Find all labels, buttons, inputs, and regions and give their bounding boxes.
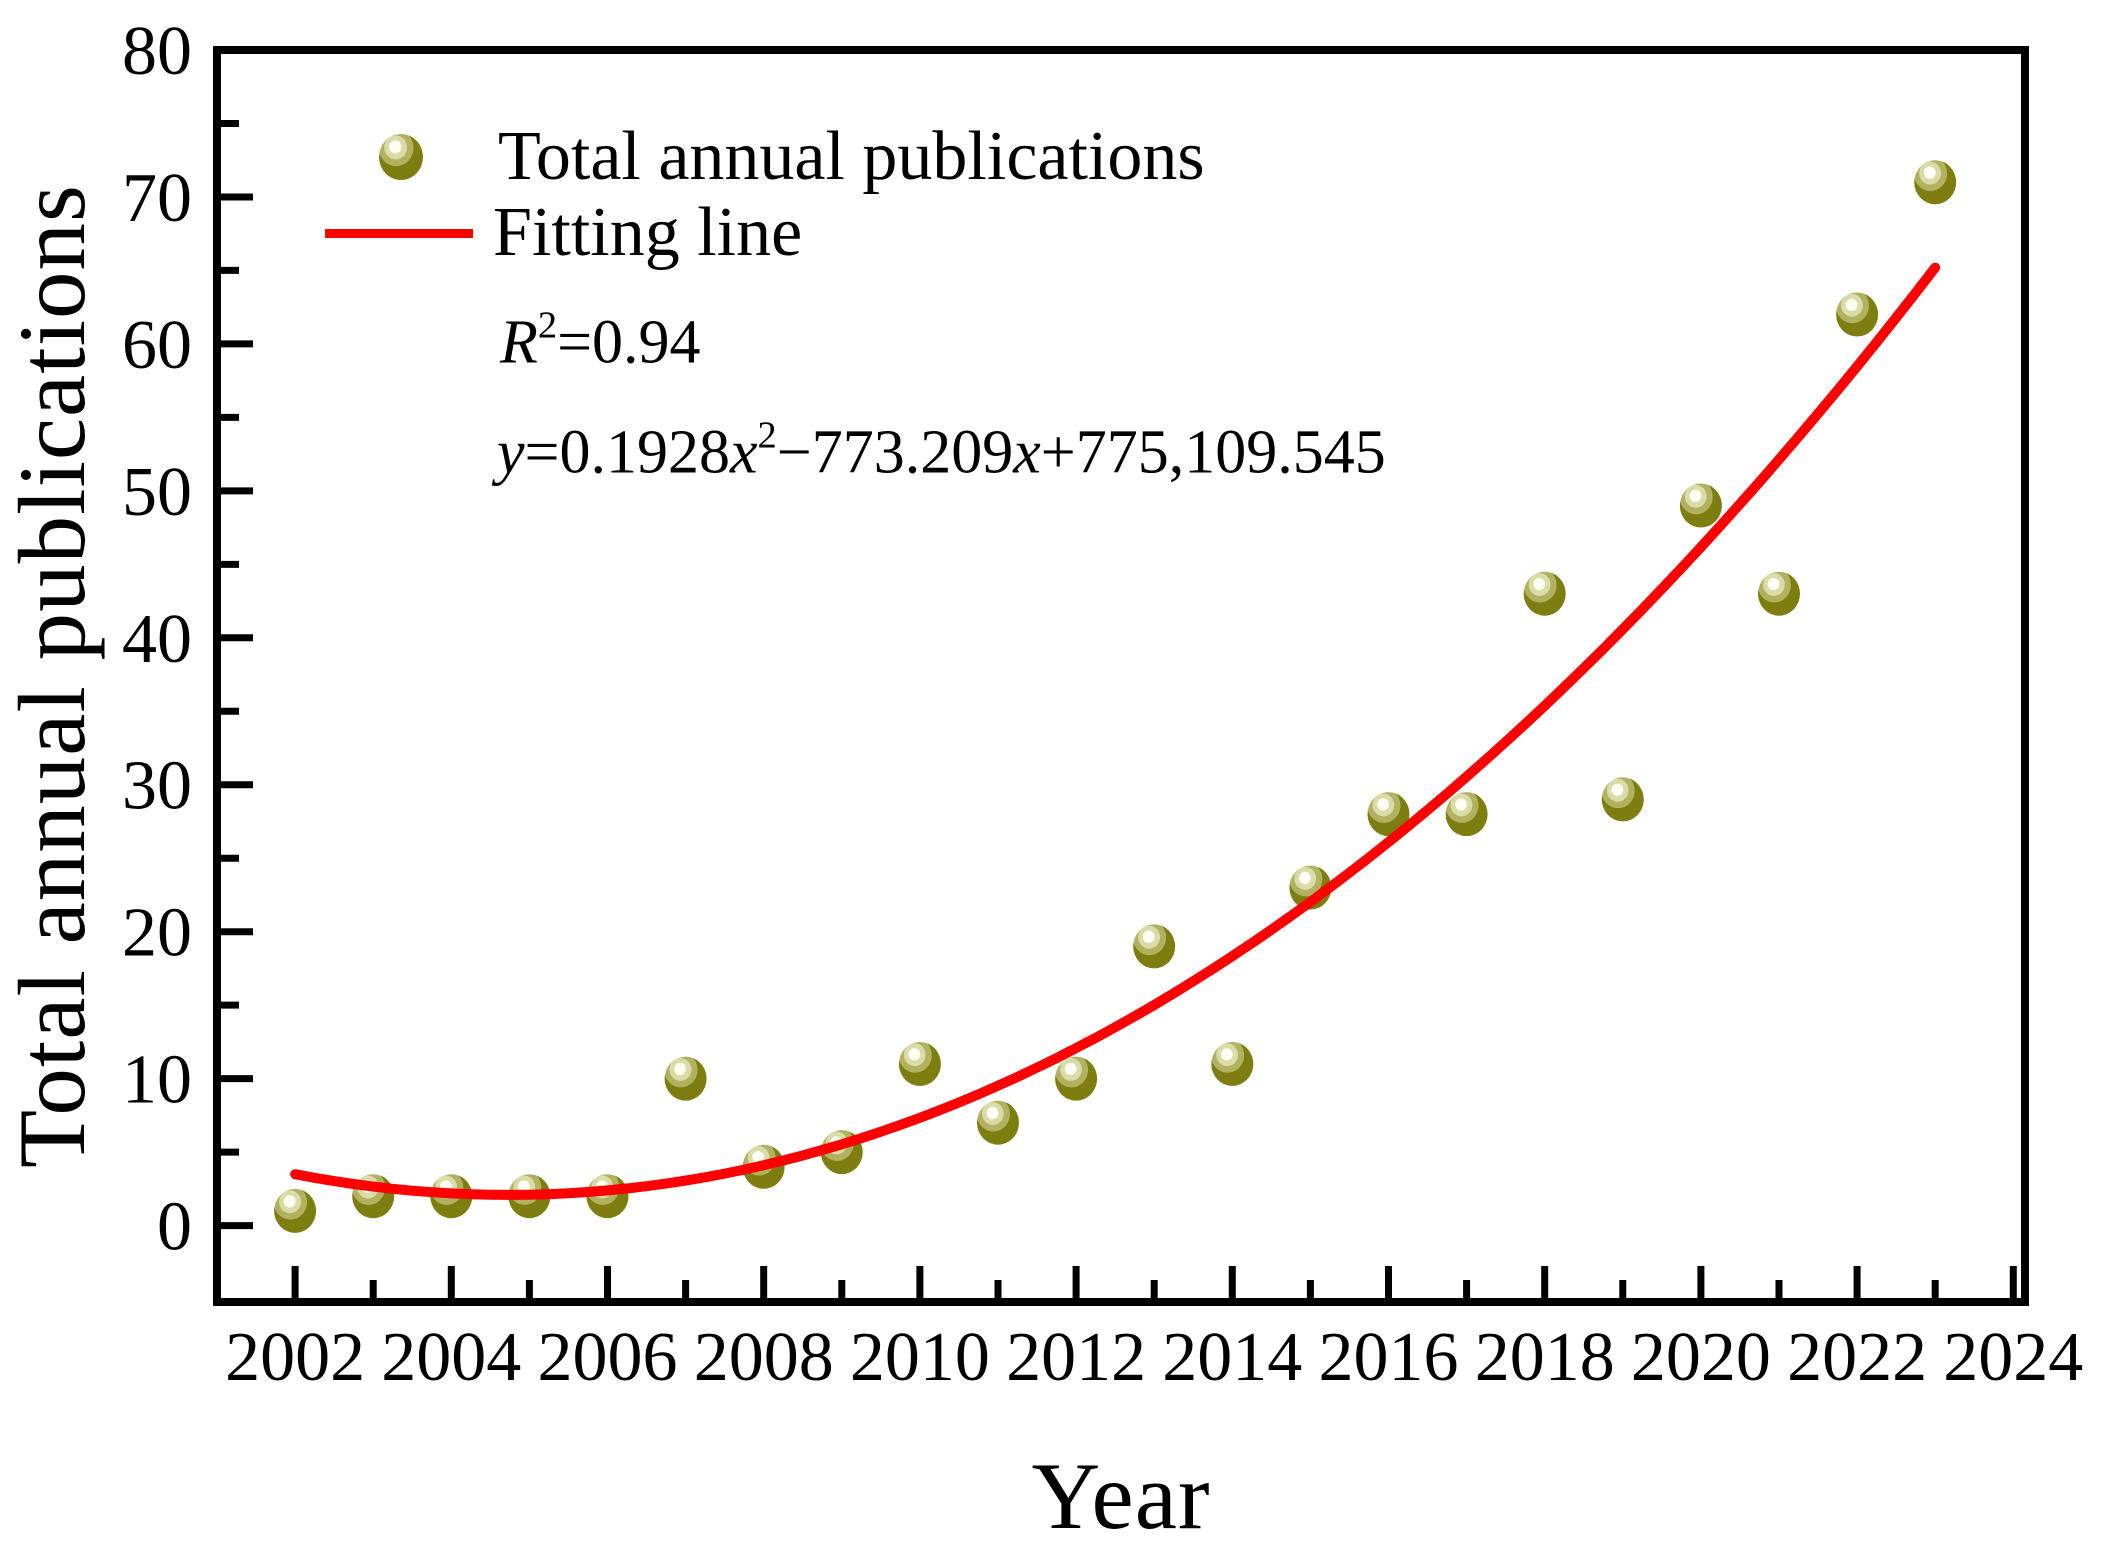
data-point (274, 1188, 317, 1233)
data-point (1914, 160, 1957, 205)
data-point (1445, 792, 1488, 837)
annotation-part: +775,109.545 (1040, 418, 1386, 487)
fit-line-icon (325, 228, 473, 238)
annotation-part: 2 (757, 414, 777, 457)
annotation-part: 2 (537, 304, 558, 347)
data-point (1133, 924, 1176, 969)
legend-sphere (379, 134, 423, 180)
y-tick-label: 50 (122, 454, 192, 531)
x-tick-label: 2024 (1943, 1319, 2083, 1396)
data-point (1601, 777, 1644, 822)
x-tick-label: 2010 (850, 1319, 990, 1396)
fitting-line (290, 262, 1941, 1200)
data-point (1679, 483, 1722, 528)
annotation-part: x (730, 418, 758, 487)
x-tick-label: 2016 (1318, 1319, 1458, 1396)
data-point (976, 1100, 1019, 1145)
annotation-part: −773.209 (776, 418, 1014, 487)
scatter-marker-icon (379, 134, 423, 180)
annotation-part: =0.94 (557, 308, 701, 377)
data-point (1523, 571, 1566, 616)
x-tick-label: 2020 (1631, 1319, 1771, 1396)
x-axis-title: Year (1031, 1443, 1211, 1549)
legend-entry-publications: Total annual publications (377, 117, 1205, 197)
annotation-part: x (1013, 418, 1041, 487)
r-squared-annotation: R2=0.94 (500, 304, 701, 379)
x-tick-label: 2022 (1787, 1319, 1927, 1396)
y-tick-label: 10 (122, 1042, 192, 1119)
y-axis-title: Total annual publications (0, 184, 105, 1168)
x-tick-label: 2006 (537, 1319, 677, 1396)
y-tick-label: 30 (122, 748, 192, 825)
data-point (664, 1056, 707, 1101)
data-point (898, 1041, 941, 1086)
x-tick-label: 2014 (1162, 1319, 1302, 1396)
y-tick-label: 20 (122, 895, 192, 972)
annotation-part: R (500, 308, 538, 377)
annotation-part: =0.1928 (524, 418, 730, 487)
legend-label-publications: Total annual publications (498, 118, 1205, 195)
y-tick-label: 70 (122, 160, 192, 237)
legend-entry-fitting-line: Fitting line (325, 193, 802, 273)
y-tick-label: 80 (122, 13, 192, 90)
x-tick-label: 2008 (694, 1319, 834, 1396)
y-tick-label: 0 (157, 1189, 192, 1266)
fit-equation-annotation: y=0.1928x2−773.209x+775,109.545 (497, 414, 1386, 489)
x-tick-label: 2002 (225, 1319, 365, 1396)
data-point (1211, 1041, 1254, 1086)
data-point (1367, 792, 1410, 837)
x-tick-label: 2018 (1475, 1319, 1615, 1396)
data-point (1836, 292, 1879, 337)
plot-frame (213, 46, 2029, 1306)
annotation-part: y (497, 418, 525, 487)
y-tick-label: 40 (122, 601, 192, 678)
y-tick-label: 60 (122, 307, 192, 384)
x-tick-label: 2012 (1006, 1319, 1146, 1396)
data-point (1757, 571, 1800, 616)
data-point (1055, 1056, 1098, 1101)
legend-label-fitting-line: Fitting line (493, 194, 803, 271)
x-tick-label: 2004 (381, 1319, 521, 1396)
